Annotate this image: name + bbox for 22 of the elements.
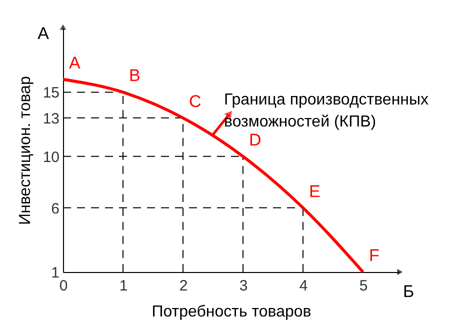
x-tick-label: 5: [359, 278, 368, 294]
x-tick-label: 2: [179, 278, 188, 294]
text: А: [38, 24, 50, 43]
annotation: A: [69, 53, 81, 72]
x-tick-label: 1: [119, 278, 128, 294]
y-tick-label: 6: [51, 200, 60, 218]
x-tick-label: 4: [299, 278, 308, 294]
y-axis-title: Инвестицион. товар: [16, 76, 34, 225]
y-tick-label: 15: [42, 84, 60, 102]
y-tick-label: 13: [42, 110, 60, 128]
x-tick-label: 3: [239, 278, 248, 294]
annotation: C: [189, 92, 202, 111]
x-tick-label: 0: [59, 278, 68, 294]
annotation: D: [249, 130, 262, 150]
annotation: B: [129, 66, 140, 86]
x-axis-title: Потребность товаров: [152, 304, 312, 320]
annotation: F: [369, 246, 380, 265]
annotation: E: [309, 182, 320, 201]
text: Б: [403, 282, 414, 301]
annotation: Граница производственных возможностей (КПВ): [224, 92, 428, 131]
y-tick-label: 1: [51, 264, 60, 282]
y-tick-label: 10: [42, 148, 60, 166]
